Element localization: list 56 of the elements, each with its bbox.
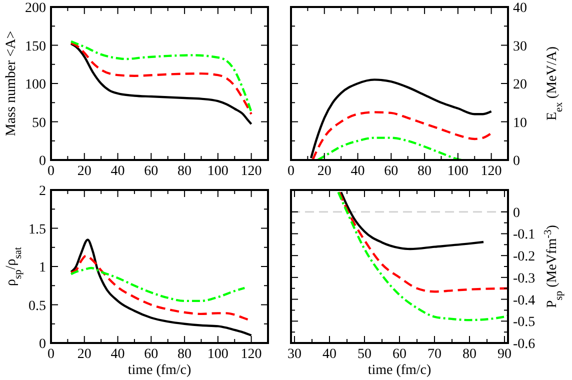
x-tick-label: 40 bbox=[322, 347, 336, 362]
x-tick-label: 80 bbox=[178, 347, 192, 362]
y2-tick-label: -0.4 bbox=[513, 293, 536, 308]
y2-tick-label: -0.2 bbox=[513, 250, 536, 265]
y-tick-label: 200 bbox=[25, 1, 46, 16]
y-axis-title: Mass number <A> bbox=[4, 30, 19, 136]
x-tick-label: 100 bbox=[447, 164, 468, 179]
y-tick-label: 50 bbox=[32, 116, 46, 131]
x-axis-title: time (fm/c) bbox=[128, 363, 192, 378]
y-tick-label: 0.5 bbox=[28, 298, 46, 314]
x-tick-label: 40 bbox=[350, 164, 365, 179]
y2-tick-label: 10 bbox=[513, 116, 527, 131]
y-tick-label: 1 bbox=[39, 260, 46, 276]
x-tick-label: 120 bbox=[240, 347, 262, 362]
y2-tick-label: 0 bbox=[513, 154, 520, 169]
y-tick-label: 100 bbox=[25, 78, 46, 92]
x-tick-label: 80 bbox=[418, 164, 432, 179]
x-tick-label: 120 bbox=[480, 164, 502, 179]
line-series bbox=[70, 266, 246, 302]
x-tick-label: 90 bbox=[498, 347, 512, 362]
y2-tick-label: 20 bbox=[513, 78, 527, 92]
x-tick-label: 60 bbox=[384, 164, 398, 179]
y2-tick-label: 0 bbox=[513, 206, 520, 221]
y-tick-label: 150 bbox=[25, 39, 46, 54]
x-tick-label: 80 bbox=[178, 164, 192, 179]
y2-tick-label: -0.5 bbox=[513, 315, 536, 330]
x-tick-label: 100 bbox=[207, 347, 228, 362]
y-tick-label: 0 bbox=[39, 154, 46, 169]
x-tick-label: 40 bbox=[110, 347, 125, 362]
x-tick-label: 70 bbox=[428, 347, 442, 362]
x-tick-label: 50 bbox=[358, 347, 372, 362]
y2-tick-label: -0.3 bbox=[513, 271, 536, 286]
line-series bbox=[312, 111, 492, 160]
x-tick-label: 40 bbox=[110, 164, 125, 179]
x-tick-label: 20 bbox=[77, 164, 92, 179]
y2-tick-label: 30 bbox=[513, 39, 527, 54]
x-tick-label: 60 bbox=[392, 347, 406, 362]
y-tick-label: 0 bbox=[39, 337, 46, 352]
y2-tick-label: -0.6 bbox=[513, 337, 536, 352]
line-series bbox=[316, 136, 462, 160]
x-tick-label: 120 bbox=[240, 164, 262, 179]
y-tick-label: 2 bbox=[39, 184, 46, 199]
x-tick-label: 60 bbox=[144, 164, 158, 179]
y2-tick-label: -0.1 bbox=[513, 228, 536, 243]
x-tick-label: 100 bbox=[207, 164, 228, 179]
x-tick-label: 60 bbox=[144, 347, 158, 362]
x-tick-label: 20 bbox=[317, 164, 332, 179]
y2-tick-label: 40 bbox=[513, 1, 527, 16]
x-tick-label: 80 bbox=[462, 347, 476, 362]
x-tick-label: 0 bbox=[288, 164, 294, 179]
x-tick-label: 20 bbox=[77, 347, 92, 362]
y-tick-label: 1.5 bbox=[28, 222, 46, 238]
line-series bbox=[337, 191, 508, 322]
line-series bbox=[338, 191, 508, 293]
x-tick-label: 30 bbox=[288, 347, 302, 362]
x-axis-title: time (fm/c) bbox=[368, 363, 432, 378]
